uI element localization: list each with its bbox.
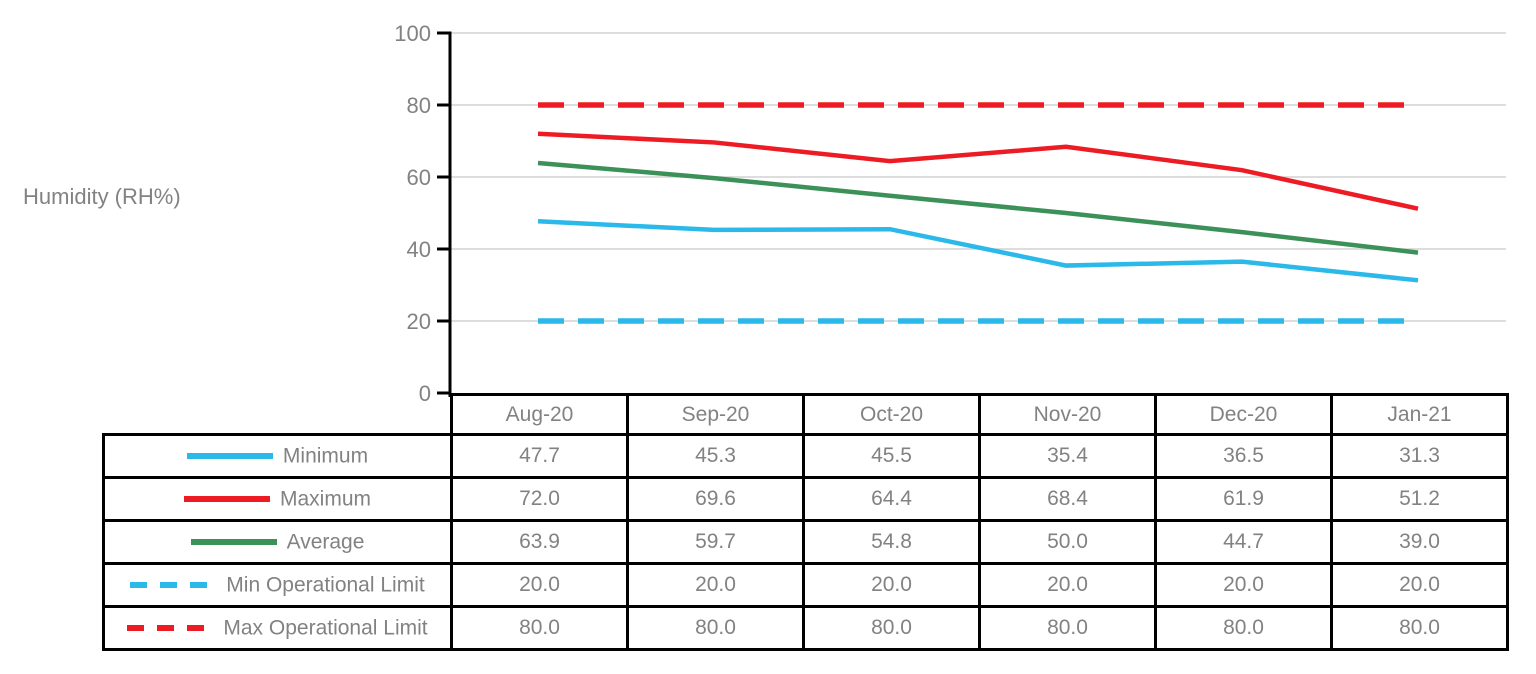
value-cell: 68.4: [978, 476, 1157, 522]
value-cell: 50.0: [978, 519, 1157, 565]
table-row: Min Operational Limit 20.0 20.0 20.0 20.0 20.…: [102, 562, 1509, 608]
y-tick-label: 40: [407, 237, 431, 262]
value-cell: 80.0: [1154, 605, 1333, 651]
value-cell: 20.0: [1330, 562, 1509, 608]
value-cell: 72.0: [450, 476, 629, 522]
y-tick-label: 60: [407, 165, 431, 190]
value-cell: 54.8: [802, 519, 981, 565]
legend-label: Maximum: [279, 487, 371, 511]
legend-cell: Maximum: [102, 476, 453, 522]
value-cell: 35.4: [978, 433, 1157, 479]
value-cell: 45.5: [802, 433, 981, 479]
value-cell: 39.0: [1330, 519, 1509, 565]
value-cell: 64.4: [802, 476, 981, 522]
value-cell: 20.0: [450, 562, 629, 608]
value-cell: 80.0: [802, 605, 981, 651]
month-header: Sep-20: [626, 393, 805, 436]
value-cell: 69.6: [626, 476, 805, 522]
value-cell: 47.7: [450, 433, 629, 479]
value-cell: 44.7: [1154, 519, 1333, 565]
legend-label: Minimum: [282, 444, 369, 468]
legend-swatch-dashed: [127, 625, 214, 632]
legend-swatch-dashed: [130, 582, 217, 589]
table-row: Minimum 47.7 45.3 45.5 35.4 36.5 31.3: [102, 433, 1509, 479]
table-header-row: Aug-20 Sep-20 Oct-20 Nov-20 Dec-20 Jan-21: [104, 393, 1509, 436]
month-header: Nov-20: [978, 393, 1157, 436]
table-row: Max Operational Limit 80.0 80.0 80.0 80.0 80.…: [102, 605, 1509, 651]
table-row: Average 63.9 59.7 54.8 50.0 44.7 39.0: [102, 519, 1509, 565]
legend-label: Max Operational Limit: [223, 616, 428, 640]
value-cell: 80.0: [978, 605, 1157, 651]
month-header: Dec-20: [1154, 393, 1333, 436]
value-cell: 59.7: [626, 519, 805, 565]
value-cell: 36.5: [1154, 433, 1333, 479]
data-table: Aug-20 Sep-20 Oct-20 Nov-20 Dec-20 Jan-21 Mini…: [102, 393, 1509, 651]
series-line-minimum: [537, 219, 1419, 283]
legend-cell: Average: [102, 519, 453, 565]
legend-cell: Max Operational Limit: [102, 605, 453, 651]
value-cell: 45.3: [626, 433, 805, 479]
legend-label: Average: [286, 530, 365, 554]
value-cell: 20.0: [802, 562, 981, 608]
y-tick-label: 20: [407, 309, 431, 334]
value-cell: 51.2: [1330, 476, 1509, 522]
y-tick-label: 80: [407, 93, 431, 118]
value-cell: 20.0: [626, 562, 805, 608]
y-tick-label: 100: [394, 21, 431, 46]
table-row: Maximum 72.0 69.6 64.4 68.4 61.9 51.2: [102, 476, 1509, 522]
month-header: Oct-20: [802, 393, 981, 436]
legend-swatch-solid: [186, 453, 273, 460]
value-cell: 31.3: [1330, 433, 1509, 479]
legend-cell: Minimum: [102, 433, 453, 479]
value-cell: 63.9: [450, 519, 629, 565]
series-line-maximum: [537, 131, 1419, 211]
legend-swatch-solid: [190, 539, 277, 546]
value-cell: 80.0: [450, 605, 629, 651]
y-tick-label: 0: [419, 381, 431, 406]
y-axis-title: Humidity (RH%): [23, 184, 181, 209]
legend-cell: Min Operational Limit: [102, 562, 453, 608]
value-cell: 61.9: [1154, 476, 1333, 522]
value-cell: 20.0: [978, 562, 1157, 608]
value-cell: 80.0: [1330, 605, 1509, 651]
value-cell: 20.0: [1154, 562, 1333, 608]
month-header: Jan-21: [1330, 393, 1509, 436]
legend-label: Min Operational Limit: [226, 573, 425, 597]
legend-swatch-solid: [183, 496, 270, 503]
table-corner-cell: [104, 395, 452, 435]
series-line-average: [537, 160, 1419, 255]
month-header: Aug-20: [450, 393, 629, 436]
value-cell: 80.0: [626, 605, 805, 651]
